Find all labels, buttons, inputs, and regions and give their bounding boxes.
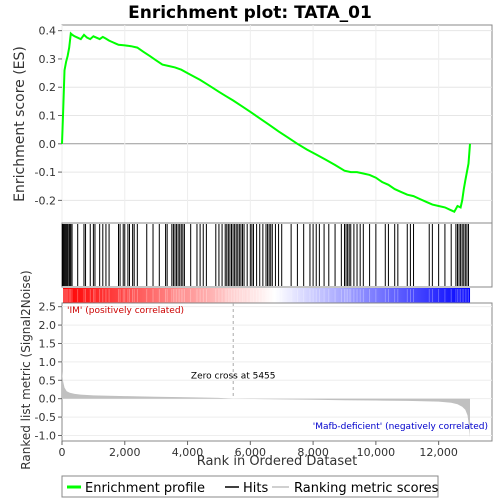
- enrichment-profile-line: [61, 31, 471, 213]
- legend-frame: [61, 475, 439, 498]
- es-y-tick-label: -0.1: [35, 166, 56, 179]
- x-tick-label: 4,000: [172, 446, 204, 459]
- es-y-tick-label: 0.1: [39, 110, 57, 123]
- es-y-axis-label: Enrichment score (ES): [12, 46, 28, 202]
- metric-y-tick-label: 0.5: [39, 374, 57, 387]
- metric-y-axis-label: Ranked list metric (Signal2Noise): [19, 270, 33, 469]
- ranking-colorbar-bar: [63, 288, 471, 303]
- x-axis-label: Rank in Ordered Dataset: [197, 454, 358, 469]
- hits-panel-frame: [61, 222, 493, 288]
- x-tick-label: 0: [59, 446, 66, 459]
- legend-label-hits: Hits: [243, 481, 268, 496]
- colorbar-hit-marks: [61, 289, 469, 302]
- x-tick-label: 6,000: [235, 446, 267, 459]
- metric-y-tick-label: -1.0: [35, 429, 56, 442]
- legend: Enrichment profile Hits Ranking metric s…: [61, 475, 439, 498]
- metric-gridlines: [62, 306, 492, 436]
- ranking-colorbar: [61, 288, 471, 303]
- es-gridlines: [61, 25, 492, 223]
- chart-title: Enrichment plot: TATA_01: [128, 3, 372, 23]
- es-y-tick-label: 0.3: [39, 53, 57, 66]
- legend-label-enrichment-profile: Enrichment profile: [85, 481, 205, 496]
- positive-correlation-label: 'IM' (positively correlated): [67, 306, 184, 316]
- es-y-tick-label: 0.0: [39, 138, 57, 151]
- hit-lines: [61, 224, 469, 286]
- hits-panel: [61, 222, 493, 288]
- es-y-tick-label: -0.2: [35, 194, 56, 207]
- metric-y-tick-label: 1.5: [39, 337, 57, 350]
- metric-y-tick-label: 1.0: [39, 356, 57, 369]
- x-ticks: 0 2,000 4,000 6,000 8,000 10,000 12,000: [59, 441, 458, 459]
- metric-panel: -1.0 -0.5 0.0 0.5 1.0 1.5 2.0 2.5 Zero cross at…: [19, 270, 493, 470]
- metric-panel-frame: [61, 302, 493, 442]
- x-tick-label: 10,000: [357, 446, 396, 459]
- x-tick-label: 8,000: [297, 446, 329, 459]
- zero-cross-label: Zero cross at 5455: [191, 371, 276, 381]
- es-y-ticks: -0.2 -0.1 0.0 0.1 0.2 0.3 0.4: [35, 25, 62, 207]
- es-y-tick-label: 0.4: [39, 25, 57, 38]
- es-y-tick-label: 0.2: [39, 81, 57, 94]
- metric-y-ticks: -1.0 -0.5 0.0 0.5 1.0 1.5 2.0 2.5: [35, 301, 62, 442]
- negative-correlation-label: 'Mafb-deficient' (negatively correlated): [313, 422, 488, 432]
- metric-y-tick-label: 2.5: [39, 301, 57, 314]
- es-panel: -0.2 -0.1 0.0 0.1 0.2 0.3 0.4 Enrichment score…: [12, 24, 493, 224]
- x-tick-label: 2,000: [109, 446, 141, 459]
- metric-y-tick-label: -0.5: [35, 411, 56, 424]
- metric-y-tick-label: 0.0: [39, 393, 57, 406]
- es-panel-frame: [61, 24, 493, 224]
- legend-label-ranking-metric: Ranking metric scores: [294, 481, 439, 496]
- metric-y-tick-label: 2.0: [39, 319, 57, 332]
- x-tick-label: 12,000: [419, 446, 458, 459]
